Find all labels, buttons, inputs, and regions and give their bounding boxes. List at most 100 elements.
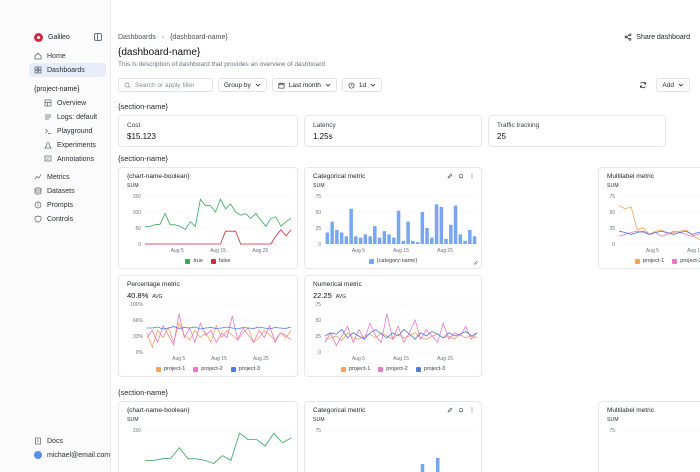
legend-swatch <box>340 366 346 372</box>
bar[interactable] <box>373 226 377 244</box>
interval-button[interactable]: 1d <box>341 78 383 92</box>
section-title: {section-name} <box>118 102 169 111</box>
legend-item[interactable]: false <box>210 258 231 264</box>
chart-card-categorical[interactable]: Categorical metric SUM 75 <box>304 401 482 472</box>
date-range-button[interactable]: Last month <box>271 78 337 92</box>
legend-item[interactable]: project-2 <box>193 366 223 372</box>
bar[interactable] <box>420 212 425 244</box>
database-icon <box>34 187 42 195</box>
notification-icon[interactable] <box>458 173 464 179</box>
legend-item[interactable]: project-1 <box>634 258 664 264</box>
search-input[interactable] <box>135 81 210 89</box>
bar[interactable] <box>363 234 368 244</box>
series-line-true <box>145 432 292 465</box>
bar[interactable] <box>344 236 349 244</box>
legend-item[interactable]: project-2 <box>378 366 408 372</box>
legend-item[interactable]: project-1 <box>155 366 185 372</box>
sidebar-item-controls[interactable]: Controls <box>29 212 106 226</box>
legend-swatch <box>368 258 374 264</box>
chart-card-percentage[interactable]: Percentage metric 40.8% AVG 100% 66% 33% 0% A… <box>118 275 298 377</box>
legend-item[interactable]: project-3 <box>230 366 260 372</box>
bar[interactable] <box>377 237 382 244</box>
sidebar-item-docs[interactable]: Docs <box>34 434 110 448</box>
bar[interactable] <box>411 240 415 244</box>
bar[interactable] <box>458 234 463 244</box>
clock-icon <box>348 82 355 88</box>
bar[interactable] <box>335 229 339 244</box>
bar[interactable] <box>330 221 334 244</box>
bar[interactable] <box>354 236 358 244</box>
edit-icon[interactable] <box>447 173 453 179</box>
collapse-sidebar-icon[interactable] <box>94 33 102 41</box>
chart-card-multilabel[interactable]: Multilabel metric SUM 75 50 25 0 Aug 5 Aug 15… <box>598 167 700 269</box>
bar[interactable] <box>349 208 353 244</box>
bar[interactable] <box>392 237 396 244</box>
bar[interactable] <box>387 234 391 244</box>
breadcrumb-root[interactable]: Dashboards <box>118 33 156 41</box>
more-vertical-icon[interactable] <box>469 173 475 179</box>
page-title: {dashboard-name} <box>118 47 201 58</box>
chart-card-multilabel[interactable]: Multilabel metric SUM 75 <box>598 401 700 472</box>
sidebar-item-dashboards[interactable]: Dashboards <box>29 63 106 77</box>
bar[interactable] <box>468 229 472 244</box>
sidebar-item-overview[interactable]: Overview <box>44 96 106 110</box>
bar[interactable] <box>401 240 406 244</box>
sidebar-item-playground[interactable]: Playground <box>44 124 106 138</box>
chart-card-numerical[interactable]: Numerical metric 22.25 AVG 75 50 25 0 Aug 5 Au… <box>304 275 482 377</box>
bar[interactable] <box>406 221 410 244</box>
legend-item[interactable]: true <box>185 258 203 264</box>
bar[interactable] <box>368 236 372 244</box>
legend-item[interactable]: project-3 <box>415 366 445 372</box>
bar[interactable] <box>434 204 439 244</box>
bar[interactable] <box>449 224 453 244</box>
bar[interactable] <box>430 237 434 244</box>
add-button[interactable]: Add <box>656 78 690 92</box>
bar[interactable] <box>339 232 344 245</box>
project-name[interactable]: {project-name} <box>34 86 80 93</box>
refresh-button[interactable] <box>636 78 650 92</box>
sidebar-item-datasets[interactable]: Datasets <box>29 184 106 198</box>
bar[interactable] <box>396 210 401 244</box>
x-tick-label: Aug 15 <box>393 356 409 362</box>
kpi-card-latency[interactable]: Latency 1.25s <box>304 115 482 147</box>
bar[interactable] <box>453 205 458 244</box>
chart-card-categorical[interactable]: Categorical metric SUM 75 50 25 0 Aug 5 Aug 1… <box>304 167 482 269</box>
user-menu[interactable]: michael@email.com <box>34 448 110 462</box>
legend-item[interactable]: project-2 <box>672 258 700 264</box>
bar[interactable] <box>420 464 425 472</box>
bar[interactable] <box>382 231 387 244</box>
chart-card-boolean[interactable]: {chart-name-boolean} SUM 150 100 50 0 Aug 5 A… <box>118 167 298 269</box>
bar[interactable] <box>415 242 420 244</box>
bar[interactable] <box>435 458 440 472</box>
more-vertical-icon[interactable] <box>469 407 475 413</box>
sidebar-item-label: Overview <box>57 99 87 107</box>
edit-icon[interactable] <box>447 407 453 413</box>
legend-item[interactable]: project-1 <box>340 366 370 372</box>
kpi-card-cost[interactable]: Cost $15.123 <box>118 115 298 147</box>
group-by-button[interactable]: Group by <box>218 78 267 92</box>
bar[interactable] <box>439 206 444 244</box>
bar[interactable] <box>358 237 363 244</box>
sidebar-item-logs[interactable]: Logs: default <box>44 110 106 124</box>
bar[interactable] <box>472 236 477 244</box>
sidebar-item-label: Playground <box>57 127 93 135</box>
resize-handle-icon[interactable] <box>472 259 478 265</box>
bar[interactable] <box>444 238 448 244</box>
home-icon <box>34 52 42 60</box>
bar[interactable] <box>463 240 467 244</box>
notification-icon[interactable] <box>458 407 464 413</box>
bar[interactable] <box>425 228 429 244</box>
legend-item[interactable]: {category-name} <box>368 258 417 264</box>
sidebar-item-metrics[interactable]: Metrics <box>29 170 106 184</box>
kpi-card-traffic[interactable]: Traffic tracking 25 <box>488 115 666 147</box>
brand: Galileo <box>34 30 102 44</box>
share-dashboard-button[interactable]: Share dashboard <box>624 33 690 41</box>
sidebar-item-home[interactable]: Home <box>29 49 106 63</box>
chart-title: Multilabel metric <box>607 407 654 414</box>
chart-card-boolean[interactable]: {chart-name-boolean} SUM 150 <box>118 401 298 472</box>
sidebar-item-prompts[interactable]: Prompts <box>29 198 106 212</box>
bar[interactable] <box>325 232 330 245</box>
sidebar-item-annotations[interactable]: Annotations <box>44 152 106 166</box>
sidebar-item-experiments[interactable]: Experiments <box>44 138 106 152</box>
x-tick-label: Aug 25 <box>437 248 453 254</box>
